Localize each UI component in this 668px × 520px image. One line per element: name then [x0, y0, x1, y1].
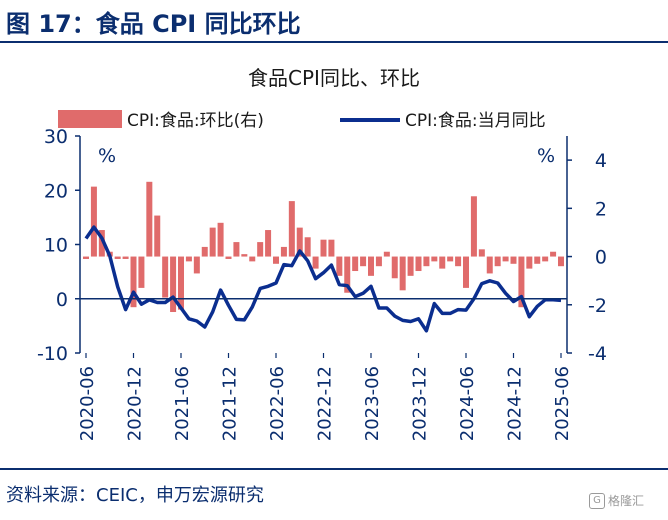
left-tick-label: 20 [44, 180, 68, 202]
bar-2024-05 [455, 256, 462, 267]
bar-2023-08 [383, 251, 390, 257]
x-tick-label: 2024-12 [505, 366, 526, 441]
bar-2022-08 [288, 201, 295, 257]
bar-2021-08 [193, 256, 200, 274]
bar-2021-02 [146, 181, 153, 257]
bar-2021-04 [162, 256, 169, 298]
x-tick-label: 2020-06 [77, 366, 98, 441]
bar-2022-06 [273, 256, 279, 264]
x-tick-label: 2023-12 [410, 366, 431, 441]
right-axis-unit: % [537, 145, 555, 167]
bar-2023-02 [336, 256, 343, 276]
bar-2025-06 [558, 256, 564, 267]
left-tick-label: 0 [56, 289, 68, 311]
x-tick-label: 2021-12 [220, 366, 241, 441]
bar-2023-01 [328, 239, 335, 257]
bar-2023-10 [399, 256, 406, 291]
left-tick-label: -10 [37, 343, 68, 365]
right-tick-label: 2 [595, 198, 607, 220]
bar-2023-04 [352, 256, 359, 272]
bar-2025-04 [542, 256, 549, 262]
bar-2022-11 [312, 256, 319, 269]
x-tick-label: 2024-06 [457, 366, 478, 441]
bar-2020-06 [83, 256, 89, 259]
bar-2024-07 [470, 196, 477, 257]
bar-2020-07 [90, 186, 97, 257]
bar-2024-01 [423, 256, 430, 267]
bar-2025-05 [550, 251, 557, 257]
bar-2020-11 [122, 256, 129, 259]
left-tick-label: 30 [44, 126, 68, 148]
right-tick-label: 0 [595, 247, 607, 269]
bar-2021-03 [154, 215, 161, 257]
bar-2020-10 [114, 256, 121, 259]
bar-2023-03 [344, 256, 351, 293]
figure-title: 图 17：食品 CPI 同比环比 [6, 10, 301, 38]
series-line-yoy [84, 225, 562, 333]
x-tick-label: 2020-12 [125, 366, 146, 441]
logo-icon: G [589, 492, 605, 509]
bar-2023-12 [415, 256, 422, 272]
bar-2024-10 [494, 256, 501, 267]
x-tick-label: 2021-06 [172, 366, 193, 441]
legend-bar-swatch [58, 110, 122, 128]
bar-2024-04 [447, 256, 454, 262]
bar-2022-04 [257, 242, 264, 257]
logo-text: 格隆汇 [608, 494, 645, 508]
bar-2022-07 [280, 246, 287, 257]
bar-2022-09 [296, 227, 303, 257]
source-note: 资料来源：CEIC，申万宏源研究 [6, 485, 264, 506]
chart-title: 食品CPI同比、环比 [248, 66, 420, 90]
left-axis-unit: % [98, 145, 116, 167]
bar-2024-11 [502, 256, 509, 262]
x-tick-label: 2023-06 [362, 366, 383, 441]
bar-2021-09 [201, 246, 208, 257]
left-tick-label: 10 [44, 235, 68, 257]
bar-2022-03 [249, 256, 256, 262]
x-tick-label: 2025-06 [552, 366, 573, 441]
title-rule [0, 41, 668, 43]
bar-2025-03 [534, 256, 541, 264]
bar-2023-07 [375, 256, 382, 267]
legend-bar-label: CPI:食品:环比(右) [127, 111, 264, 131]
watermark-logo: G 格隆汇 [589, 492, 644, 509]
bar-2022-01 [233, 242, 240, 257]
bar-2024-03 [439, 256, 446, 269]
bar-2021-10 [209, 227, 216, 257]
right-tick-label: 4 [595, 150, 607, 172]
bar-2024-09 [486, 256, 493, 274]
bar-2025-02 [526, 256, 533, 269]
bar-2023-11 [407, 256, 414, 276]
bar-2021-07 [185, 256, 192, 262]
bar-2022-05 [265, 230, 272, 257]
bar-2020-12 [130, 256, 137, 308]
bar-2025-01 [518, 256, 525, 308]
bar-2021-01 [138, 256, 145, 288]
bar-2023-06 [368, 256, 374, 276]
bar-2021-05 [170, 256, 177, 313]
bar-2021-11 [217, 222, 224, 257]
bar-2024-06 [463, 256, 469, 288]
right-tick-label: -2 [588, 295, 607, 317]
bar-2021-06 [178, 256, 184, 310]
bar-2024-12 [510, 256, 517, 264]
x-tick-label: 2022-12 [315, 366, 336, 441]
bar-2022-12 [320, 239, 327, 257]
bar-2022-02 [241, 254, 248, 257]
bar-2024-02 [431, 256, 438, 262]
x-tick-label: 2022-06 [267, 366, 288, 441]
bar-2023-09 [391, 256, 398, 279]
legend-line-label: CPI:食品:当月同比 [405, 111, 546, 131]
bar-2024-08 [478, 249, 485, 257]
bar-2022-10 [304, 237, 311, 257]
bar-2021-12 [225, 256, 232, 259]
bar-2020-08 [98, 230, 105, 257]
right-tick-label: -4 [588, 343, 607, 365]
chart: CPI:食品:环比(右) CPI:食品:当月同比 -10 0 10 20 30 -4 -2 0 2 4… [37, 110, 607, 441]
source-rule [0, 468, 668, 470]
bar-2023-05 [360, 256, 367, 267]
